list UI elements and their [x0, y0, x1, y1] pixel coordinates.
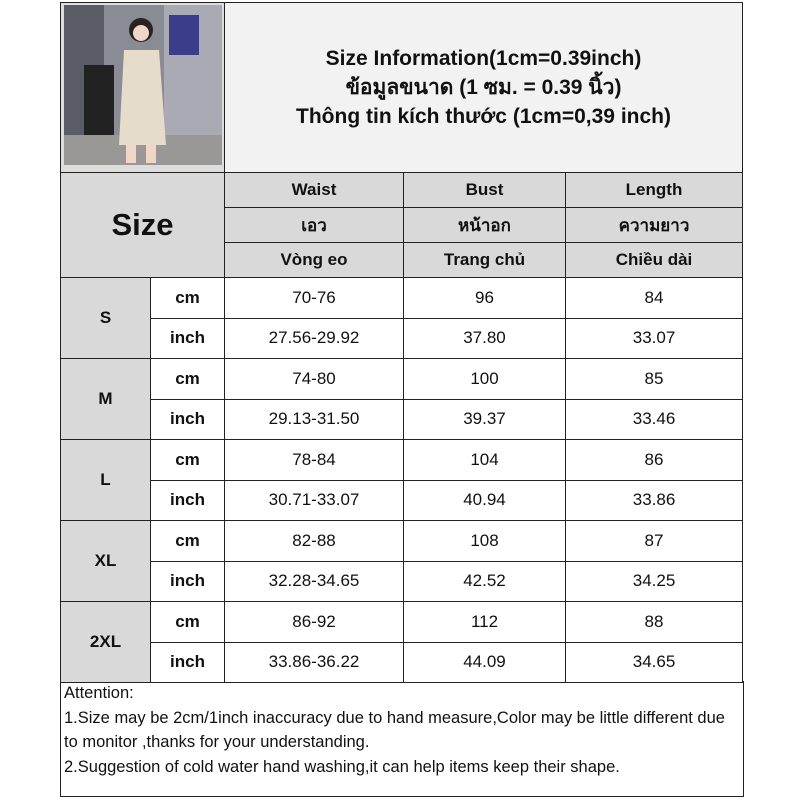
size-label: S [60, 277, 151, 359]
waist-value: 78-84 [224, 439, 404, 481]
unit-label: cm [150, 439, 225, 481]
waist-value: 27.56-29.92 [224, 317, 404, 359]
waist-value: 86-92 [224, 601, 404, 643]
bust-value: 112 [403, 601, 566, 643]
bust-value: 108 [403, 520, 566, 562]
header-waist-vietnamese: Vòng eo [224, 242, 404, 278]
header-bust-vietnamese: Trang chủ [403, 242, 566, 278]
waist-value: 70-76 [224, 277, 404, 319]
header-length-vietnamese: Chiều dài [564, 242, 744, 278]
table-row: inch 32.28-34.65 42.52 34.25 [61, 560, 744, 602]
table-row: inch 30.71-33.07 40.94 33.86 [61, 479, 744, 521]
length-value: 88 [564, 601, 744, 643]
table-row: 2XL cm 86-92 112 88 [60, 601, 744, 683]
title-thai: ข้อมูลขนาด (1 ซม. = 0.39 นิ้ว) [345, 76, 622, 99]
length-value: 34.65 [564, 641, 744, 683]
bust-value: 37.80 [403, 317, 566, 359]
unit-label: inch [150, 641, 225, 683]
size-header: Size [60, 172, 225, 278]
header-length-thai: ความยาว [564, 207, 744, 243]
waist-value: 82-88 [224, 520, 404, 562]
unit-label: cm [150, 277, 225, 319]
length-value: 84 [564, 277, 744, 319]
table-row: XL cm 82-88 108 87 [60, 520, 744, 602]
unit-label: inch [150, 317, 225, 359]
length-value: 33.86 [564, 479, 744, 521]
length-value: 34.25 [564, 560, 744, 602]
waist-value: 74-80 [224, 358, 404, 400]
header-bust: Bust [403, 172, 566, 208]
size-label: M [60, 358, 151, 440]
table-row: inch 33.86-36.22 44.09 34.65 [61, 641, 744, 683]
size-chart: Size Information(1cm=0.39inch) ข้อมูลขนา… [60, 2, 744, 683]
waist-value: 30.71-33.07 [224, 479, 404, 521]
waist-value: 32.28-34.65 [224, 560, 404, 602]
unit-label: inch [150, 398, 225, 440]
bust-value: 96 [403, 277, 566, 319]
size-table: Size Information(1cm=0.39inch) ข้อมูลขนา… [60, 2, 744, 683]
model-photo-image [63, 5, 222, 165]
bust-value: 44.09 [403, 641, 566, 683]
title-vietnamese: Thông tin kích thước (1cm=0,39 inch) [296, 105, 671, 128]
title-english: Size Information(1cm=0.39inch) [325, 47, 642, 70]
length-value: 87 [564, 520, 744, 562]
unit-label: inch [150, 560, 225, 602]
waist-value: 29.13-31.50 [224, 398, 404, 440]
size-label: L [60, 439, 151, 521]
attention-heading: Attention: [64, 684, 134, 702]
bust-value: 104 [403, 439, 566, 481]
unit-label: cm [150, 601, 225, 643]
size-label: XL [60, 520, 151, 602]
attention-notes: Attention: 1.Size may be 2cm/1inch inacc… [60, 681, 744, 797]
bust-value: 40.94 [403, 479, 566, 521]
waist-value: 33.86-36.22 [224, 641, 404, 683]
product-photo [60, 2, 225, 173]
unit-label: cm [150, 358, 225, 400]
chart-title: Size Information(1cm=0.39inch) ข้อมูลขนา… [223, 2, 744, 173]
bust-value: 100 [403, 358, 566, 400]
header-waist-thai: เอว [224, 207, 404, 243]
length-value: 33.46 [564, 398, 744, 440]
attention-note-2: 2.Suggestion of cold water hand washing,… [64, 757, 620, 776]
length-value: 86 [564, 439, 744, 481]
header-waist: Waist [224, 172, 404, 208]
length-value: 33.07 [564, 317, 744, 359]
unit-label: cm [150, 520, 225, 562]
attention-note-1: 1.Size may be 2cm/1inch inaccuracy due t… [64, 708, 725, 752]
bust-value: 42.52 [403, 560, 566, 602]
unit-label: inch [150, 479, 225, 521]
bust-value: 39.37 [403, 398, 566, 440]
header-length: Length [564, 172, 744, 208]
size-label: 2XL [60, 601, 151, 683]
table-row: inch 29.13-31.50 39.37 33.46 [61, 398, 744, 440]
header-bust-thai: หน้าอก [403, 207, 566, 243]
length-value: 85 [564, 358, 744, 400]
table-row: inch 27.56-29.92 37.80 33.07 [61, 317, 744, 359]
